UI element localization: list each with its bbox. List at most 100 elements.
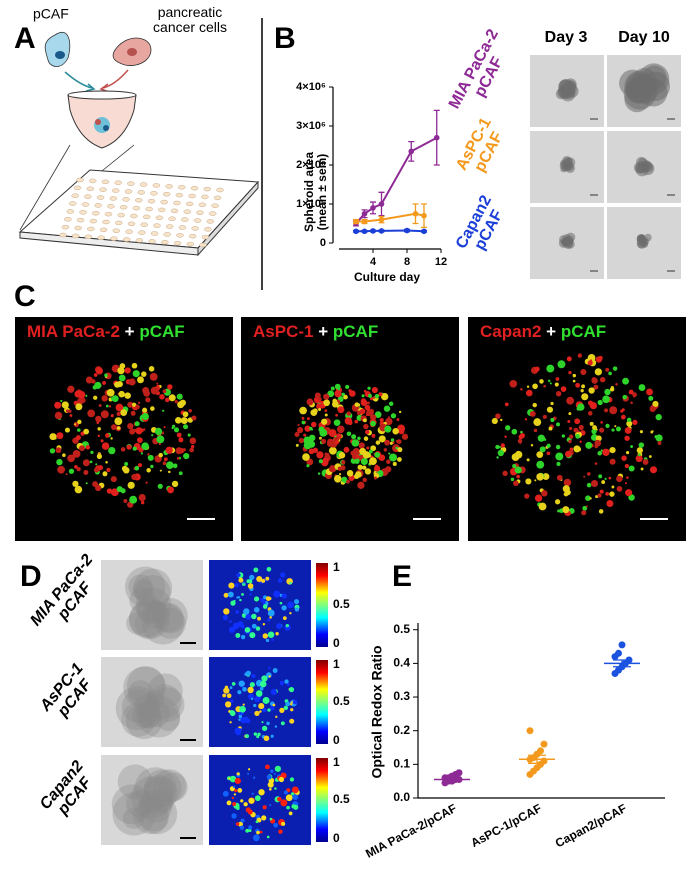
cell-cluster	[504, 435, 507, 438]
spheroid	[130, 776, 174, 819]
cell-cluster	[556, 461, 561, 466]
cell-cluster	[624, 435, 630, 441]
image-title-part: pCAF	[561, 322, 606, 341]
cell-cluster	[589, 421, 594, 426]
well	[203, 186, 212, 192]
colorbar-tick-label: 1	[333, 560, 340, 574]
image-title-part: +	[125, 322, 135, 341]
cell-cluster	[585, 505, 588, 508]
spheroid	[133, 568, 173, 608]
cell-cluster	[97, 427, 101, 431]
redox-pixel	[253, 596, 260, 602]
cell-cluster	[526, 385, 530, 388]
redox-pixel	[240, 799, 244, 803]
redox-pixel	[230, 600, 236, 606]
spheroid	[125, 789, 154, 818]
panel-label: C	[14, 280, 36, 313]
cell-cluster	[74, 465, 78, 469]
cell-cluster	[609, 406, 618, 415]
redox-pixel	[288, 686, 295, 693]
well	[138, 230, 146, 235]
redox-pixel	[280, 572, 286, 578]
cell-cluster	[386, 459, 391, 465]
cell-cluster	[162, 461, 167, 466]
cell-cluster	[512, 464, 517, 469]
cell-cluster	[588, 387, 595, 394]
y-tick-label: 0.2	[393, 723, 410, 737]
cell-cluster	[98, 404, 102, 408]
cell-cluster	[389, 453, 398, 462]
well	[148, 239, 156, 244]
cell-cluster	[189, 447, 195, 453]
cell-cluster	[598, 509, 604, 514]
redox-pixel	[269, 616, 272, 619]
cell-cluster	[92, 385, 98, 390]
fluorescence-image	[241, 317, 459, 541]
redox-pixel	[269, 817, 273, 821]
cell-cluster	[83, 428, 90, 435]
cell-cluster	[585, 441, 593, 449]
well	[188, 193, 196, 199]
redox-pixel	[239, 825, 245, 830]
cell-cluster	[630, 401, 633, 405]
cell-cluster	[578, 424, 584, 431]
cell-cluster	[127, 422, 134, 430]
cell-cluster	[334, 440, 339, 445]
cell-cluster	[77, 390, 86, 399]
cell-cluster	[652, 400, 659, 407]
brightfield-image	[101, 560, 203, 650]
cell-cluster	[134, 465, 140, 471]
well	[191, 226, 199, 231]
cell-cluster	[628, 465, 635, 472]
redox-pixel	[232, 802, 237, 806]
redox-pixel	[246, 579, 251, 584]
cell-cluster	[495, 444, 500, 450]
cell-cluster	[65, 473, 68, 476]
cell-cluster	[563, 478, 572, 487]
redox-pixel	[259, 686, 264, 691]
spheroid	[639, 234, 646, 240]
well	[213, 195, 222, 201]
redox-pixel	[272, 668, 278, 673]
cell-cluster	[374, 394, 380, 399]
redox-pixel	[262, 633, 268, 639]
cell-cluster	[537, 434, 545, 442]
cell-cluster	[541, 490, 548, 497]
data-point	[540, 740, 548, 748]
cell-cluster	[369, 414, 377, 421]
redox-pixel	[255, 626, 261, 631]
cell-cluster	[85, 445, 91, 450]
error-bar	[443, 777, 461, 782]
redox-pixel	[257, 616, 262, 621]
spheroid	[140, 803, 168, 832]
cell-cluster	[622, 394, 628, 400]
spheroid	[128, 601, 165, 638]
cell-cluster	[149, 372, 158, 381]
spheroid	[644, 233, 652, 242]
cell-cluster	[301, 416, 305, 420]
well	[76, 177, 84, 183]
spheroid	[151, 597, 188, 634]
well	[114, 180, 122, 185]
cell-cluster	[165, 446, 173, 454]
redox-pixel	[251, 674, 256, 679]
image-title-part: Capan2	[480, 322, 541, 341]
spheroid	[126, 611, 150, 635]
redox-pixel	[282, 616, 287, 621]
cell-cluster	[141, 412, 149, 421]
redox-pixel	[262, 600, 266, 604]
cell-cluster	[397, 447, 403, 453]
cell-cluster	[318, 459, 323, 464]
redox-pixel	[234, 788, 238, 793]
cell-cluster	[597, 451, 602, 456]
spheroid	[115, 686, 160, 731]
cell-cluster	[572, 379, 576, 383]
cell-cluster	[189, 437, 197, 445]
redox-pixel	[267, 609, 275, 617]
data-point	[421, 228, 427, 235]
cell-cluster	[178, 471, 183, 476]
cell-cluster	[587, 472, 591, 476]
cell-cluster	[504, 402, 509, 407]
redox-pixel	[291, 786, 299, 794]
column-header: Day 3	[545, 29, 588, 46]
